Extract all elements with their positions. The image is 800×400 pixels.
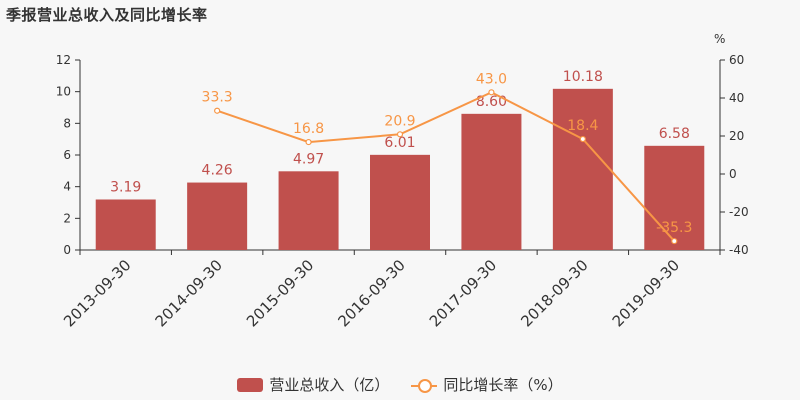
line-data-label: -35.3 [656, 220, 692, 236]
legend-label-growth: 同比增长率（%） [443, 376, 563, 394]
growth-line [216, 91, 676, 242]
y-left-tick-label: 8 [63, 116, 71, 130]
line-point [671, 237, 678, 245]
y-right-tick-label: 20 [729, 129, 744, 143]
y-left-tick-label: 2 [63, 211, 71, 225]
y-right-unit: % [714, 32, 725, 46]
bar-data-label: 6.01 [384, 135, 415, 151]
bar [187, 182, 248, 250]
chart: 0 2 4 6 8 10 12 -40 -20 0 20 40 60% 2013-09-30 2014-09… [56, 32, 749, 330]
line-point [488, 89, 495, 96]
bar [461, 113, 522, 250]
legend-item-growth[interactable]: 同比增长率（%） [411, 374, 563, 395]
y-right-tick-label: 0 [729, 167, 737, 181]
line-data-label: 20.9 [384, 113, 415, 129]
line-point [579, 135, 586, 143]
x-tick-label: 2013-09-30 [60, 256, 134, 330]
line-data-label: 43.0 [476, 71, 507, 87]
legend: 营业总收入（亿） 同比增长率（%） [0, 374, 800, 395]
y-left-tick-label: 0 [63, 243, 71, 257]
y-right-tick-label: -40 [729, 243, 749, 257]
y-left-tick-label: 4 [63, 180, 71, 194]
legend-line-swatch [411, 378, 438, 393]
y-right-tick-label: -20 [729, 205, 749, 219]
line-point [214, 107, 221, 114]
y-left-tick-label: 12 [56, 53, 71, 67]
x-tick-label: 2016-09-30 [334, 256, 408, 330]
y-right-tick-label: 40 [729, 91, 744, 105]
line-data-label: 33.3 [202, 90, 233, 106]
x-tick-label: 2018-09-30 [517, 256, 591, 330]
bar-data-label: 10.18 [563, 69, 603, 85]
x-tick-label: 2015-09-30 [243, 256, 317, 330]
chart-title: 季报营业总收入及同比增长率 [6, 6, 208, 24]
x-tick-label: 2019-09-30 [609, 256, 683, 330]
bar [552, 88, 613, 250]
line-point [305, 138, 312, 146]
x-tick-label: 2014-09-30 [152, 256, 226, 330]
bar-data-label: 8.60 [476, 94, 507, 110]
bar [370, 154, 430, 250]
bar-data-label: 4.26 [202, 163, 233, 179]
y-right-tick-label: 60 [729, 53, 744, 67]
x-tick-label: 2017-09-30 [426, 256, 500, 330]
line-data-label: 18.4 [567, 118, 598, 134]
y-left-tick-label: 10 [56, 85, 71, 99]
bar [278, 171, 339, 250]
bar [644, 145, 705, 250]
bar-data-label: 6.58 [659, 126, 690, 142]
y-left-tick-label: 6 [63, 148, 71, 162]
bar-data-label: 3.19 [110, 179, 141, 195]
line-data-label: 16.8 [293, 121, 324, 137]
legend-label-revenue: 营业总收入（亿） [269, 376, 390, 394]
legend-item-revenue[interactable]: 营业总收入（亿） [237, 374, 389, 395]
legend-bar-swatch [237, 377, 264, 392]
bar [95, 199, 156, 250]
line-point [396, 131, 404, 138]
bar-data-label: 4.97 [293, 151, 324, 167]
